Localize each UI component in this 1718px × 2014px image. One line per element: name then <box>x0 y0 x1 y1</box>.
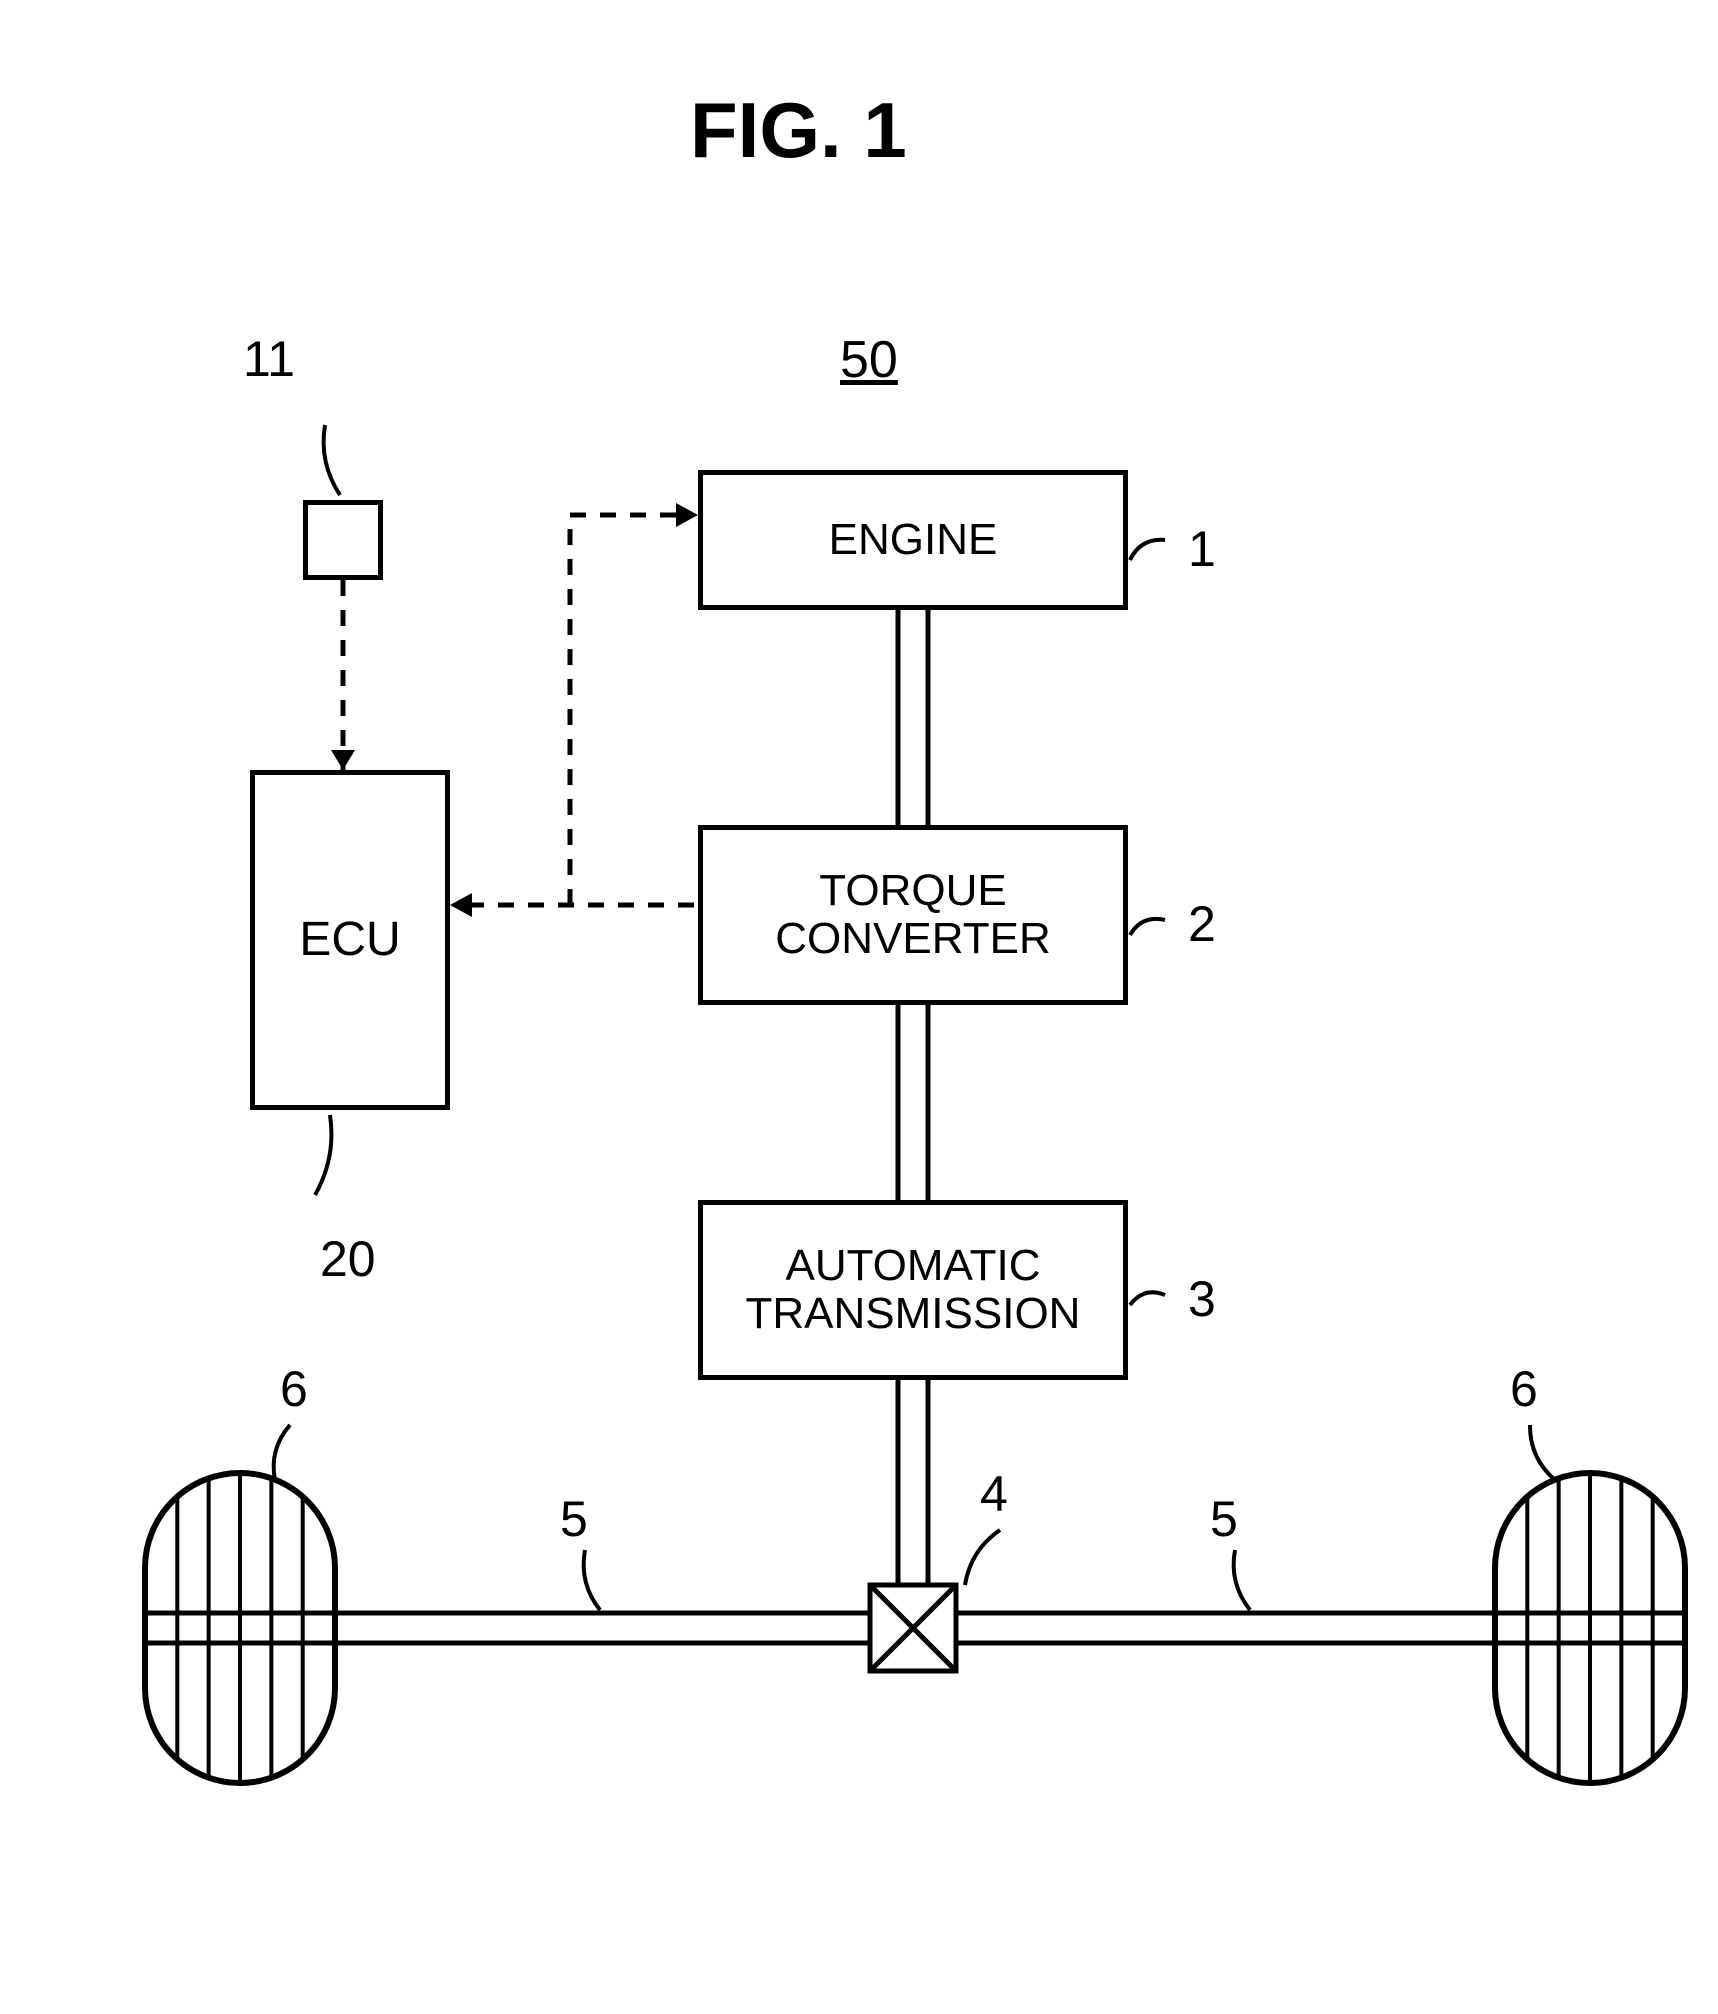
ref-axle-right: 5 <box>1210 1490 1238 1548</box>
automatic-transmission-block: AUTOMATIC TRANSMISSION <box>698 1200 1128 1380</box>
sensor-block <box>303 500 383 580</box>
ref-wheel-left: 6 <box>280 1360 308 1418</box>
ecu-block: ECU <box>250 770 450 1110</box>
ref-axle-left: 5 <box>560 1490 588 1548</box>
diagram-page: FIG. 1 50 ENGINE TORQUE CONVERTER AUTOMA… <box>0 0 1718 2014</box>
ref-engine: 1 <box>1188 520 1216 578</box>
ref-wheel-right: 6 <box>1510 1360 1538 1418</box>
ref-automatic-transmission: 3 <box>1188 1270 1216 1328</box>
torque-converter-block: TORQUE CONVERTER <box>698 825 1128 1005</box>
ref-torque-converter: 2 <box>1188 895 1216 953</box>
engine-block: ENGINE <box>698 470 1128 610</box>
ref-differential: 4 <box>980 1465 1008 1523</box>
ref-sensor: 11 <box>243 330 295 388</box>
ref-ecu: 20 <box>320 1230 376 1288</box>
